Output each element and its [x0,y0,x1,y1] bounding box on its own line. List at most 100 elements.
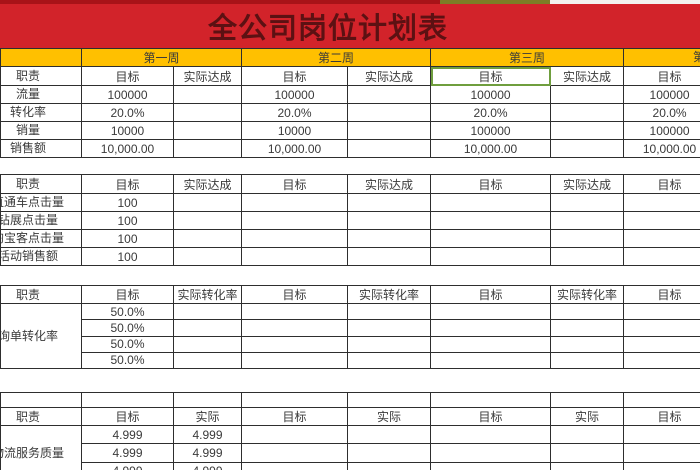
value-cell[interactable]: 100000 [81,85,174,104]
col-header[interactable]: 目标 [241,407,348,426]
value-cell[interactable] [550,302,624,321]
value-cell[interactable] [241,211,348,230]
col-header-duty[interactable]: 职责 [0,66,82,86]
value-cell[interactable] [241,193,348,212]
value-cell[interactable] [623,302,700,321]
value-cell[interactable] [550,443,624,463]
value-cell[interactable] [430,247,551,266]
value-cell[interactable] [550,139,625,158]
value-cell[interactable] [347,335,431,353]
row-label[interactable]: 流量 [0,85,82,104]
col-header[interactable]: 目标 [81,285,174,304]
value-cell[interactable] [430,351,551,370]
value-cell[interactable] [623,319,700,337]
selected-cell[interactable]: 目标 [430,66,552,86]
row-label[interactable]: 淘宝客点击量 [0,229,82,248]
value-cell[interactable] [347,229,431,248]
value-cell[interactable] [241,335,348,353]
value-cell[interactable]: 4.999 [81,424,174,445]
col-header[interactable]: 实际达成 [172,66,243,86]
row-label[interactable]: 销售额 [0,139,82,158]
value-cell[interactable] [347,211,431,230]
value-cell[interactable] [241,443,348,463]
value-cell[interactable] [347,139,432,158]
value-cell[interactable] [347,443,431,463]
value-cell[interactable] [347,85,432,104]
col-header[interactable]: 实际达成 [173,174,242,194]
value-cell[interactable] [430,302,551,321]
value-cell[interactable]: 50.0% [81,302,174,321]
col-header[interactable]: 实际达成 [347,174,431,194]
value-cell[interactable]: 100000 [623,85,700,104]
value-cell[interactable]: 50.0% [81,351,174,370]
spacer-cell[interactable] [623,392,700,408]
value-cell[interactable]: 4.999 [81,443,174,463]
value-cell[interactable] [173,302,242,321]
spacer-cell[interactable] [241,392,348,408]
col-header[interactable]: 实际转化率 [550,285,624,304]
value-cell[interactable] [430,211,551,230]
value-cell[interactable] [347,319,431,337]
value-cell[interactable] [347,121,432,140]
value-cell[interactable] [430,335,551,353]
col-header[interactable]: 目标 [81,174,174,194]
value-cell[interactable] [241,302,348,321]
value-cell[interactable] [172,139,243,158]
value-cell[interactable]: 50.0% [81,319,174,337]
value-cell[interactable] [550,85,625,104]
value-cell[interactable] [173,351,242,370]
row-label[interactable]: 转化率 [0,103,82,122]
col-header-duty[interactable]: 职责 [0,174,82,194]
value-cell[interactable] [173,211,242,230]
value-cell[interactable]: 100000 [623,121,700,140]
value-cell[interactable] [550,247,624,266]
col-header[interactable]: 目标 [241,174,348,194]
value-cell[interactable]: 10,000.00 [241,139,349,158]
value-cell[interactable]: 20.0% [81,103,174,122]
row-label[interactable]: 活动销售额 [0,247,82,266]
value-cell[interactable] [172,121,243,140]
value-cell[interactable]: 100000 [430,121,552,140]
value-cell[interactable]: 100 [81,229,174,248]
value-cell[interactable] [173,335,242,353]
spacer-cell[interactable] [0,392,82,408]
col-header-duty[interactable]: 职责 [0,407,82,426]
value-cell[interactable]: 100 [81,247,174,266]
week3-header[interactable]: 第三周 [430,48,625,67]
value-cell[interactable]: 100 [81,211,174,230]
value-cell[interactable] [173,319,242,337]
value-cell[interactable] [550,193,624,212]
value-cell[interactable] [347,424,431,445]
spacer-cell[interactable] [173,392,242,408]
value-cell[interactable] [550,319,624,337]
value-cell[interactable]: 4.999 [173,443,242,463]
spacer-cell[interactable] [550,392,624,408]
col-header[interactable]: 实际 [550,407,624,426]
value-cell[interactable] [241,424,348,445]
value-cell[interactable] [623,443,700,463]
value-cell[interactable] [550,121,625,140]
week2-header[interactable]: 第二周 [241,48,432,67]
value-cell[interactable]: 4.999 [81,461,174,470]
title-banner[interactable]: 全公司岗位计划表 [0,4,700,48]
value-cell[interactable]: 10000 [241,121,349,140]
corner-cell[interactable] [0,48,82,67]
value-cell[interactable]: 4.999 [173,461,242,470]
value-cell[interactable] [241,319,348,337]
value-cell[interactable]: 20.0% [430,103,552,122]
value-cell[interactable] [241,351,348,370]
spacer-cell[interactable] [81,392,174,408]
value-cell[interactable] [550,335,624,353]
value-cell[interactable]: 10,000.00 [430,139,552,158]
value-cell[interactable]: 10,000.00 [81,139,174,158]
value-cell[interactable] [172,85,243,104]
col-header[interactable]: 目标 [623,174,700,194]
value-cell[interactable] [623,461,700,470]
value-cell[interactable]: 20.0% [241,103,349,122]
value-cell[interactable]: 20.0% [623,103,700,122]
col-header[interactable]: 目标 [81,66,174,86]
week4-header[interactable]: 第四周 [623,48,700,67]
value-cell[interactable] [623,229,700,248]
value-cell[interactable] [430,424,551,445]
col-header[interactable]: 目标 [430,174,551,194]
